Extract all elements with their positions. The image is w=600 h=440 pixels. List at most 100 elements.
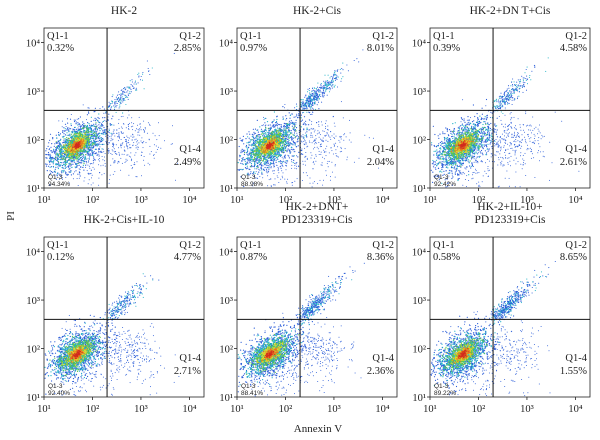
event-point — [109, 103, 112, 105]
event-point — [58, 178, 60, 180]
event-point — [296, 134, 298, 136]
event-point — [331, 81, 333, 83]
event-point — [81, 145, 83, 147]
event-point — [149, 153, 151, 155]
event-point — [56, 142, 58, 144]
event-point — [87, 111, 90, 113]
event-point — [107, 106, 109, 108]
event-point — [60, 156, 62, 158]
event-point — [306, 124, 308, 126]
event-point — [141, 79, 144, 81]
event-point — [82, 142, 84, 144]
event-point — [52, 163, 54, 165]
event-point — [333, 143, 335, 145]
event-point — [305, 164, 306, 166]
event-point — [322, 96, 324, 98]
event-point — [128, 129, 130, 130]
event-point — [310, 106, 312, 108]
event-point — [269, 124, 271, 126]
event-point — [334, 144, 335, 146]
event-point — [306, 106, 308, 108]
event-point — [82, 134, 84, 136]
event-point — [102, 148, 104, 150]
event-point — [136, 128, 137, 130]
event-point — [334, 137, 336, 139]
event-point — [68, 130, 70, 132]
event-point — [65, 155, 68, 157]
event-point — [128, 125, 129, 127]
event-point — [242, 157, 244, 159]
event-point — [319, 86, 321, 89]
event-point — [88, 144, 90, 146]
event-point — [303, 139, 305, 141]
event-point — [309, 114, 311, 115]
event-point — [317, 130, 319, 132]
event-point — [272, 124, 274, 126]
event-point — [96, 153, 98, 155]
event-point — [312, 128, 315, 130]
event-point — [61, 167, 63, 169]
event-point — [340, 101, 342, 103]
event-point — [64, 151, 66, 153]
event-point — [340, 80, 342, 82]
event-point — [318, 125, 320, 127]
event-point — [302, 172, 304, 174]
event-point — [291, 139, 293, 141]
event-point — [120, 116, 122, 118]
event-point — [85, 154, 87, 156]
event-point — [78, 168, 80, 170]
event-point — [326, 145, 328, 147]
event-point — [288, 134, 290, 136]
event-point — [127, 94, 130, 97]
event-point — [98, 158, 100, 159]
event-point — [280, 124, 282, 126]
event-point — [103, 139, 105, 141]
event-point — [143, 140, 145, 142]
event-point — [333, 71, 335, 74]
event-point — [63, 133, 65, 135]
event-point — [77, 124, 79, 126]
event-point — [63, 150, 65, 153]
event-point — [87, 164, 89, 166]
event-point — [244, 158, 246, 161]
event-point — [97, 140, 99, 142]
event-point — [337, 146, 339, 148]
event-point — [266, 170, 268, 172]
event-point — [315, 155, 317, 157]
event-point — [112, 146, 114, 148]
event-point — [353, 59, 355, 62]
event-point — [111, 118, 113, 120]
event-point — [240, 139, 242, 142]
event-point — [117, 140, 119, 142]
event-point — [74, 162, 77, 164]
event-point — [329, 81, 331, 83]
event-point — [67, 156, 69, 159]
event-point — [305, 95, 307, 97]
event-point — [298, 165, 299, 167]
event-point — [144, 127, 146, 129]
event-point — [76, 157, 78, 159]
event-point — [98, 155, 100, 157]
event-point — [81, 153, 83, 156]
event-point — [291, 113, 293, 115]
event-point — [129, 147, 131, 149]
event-point — [312, 95, 314, 97]
event-point — [114, 151, 116, 153]
event-point — [105, 135, 107, 137]
event-point — [265, 171, 267, 173]
event-point — [58, 148, 60, 150]
event-point — [284, 178, 286, 180]
event-point — [114, 103, 116, 105]
event-point — [78, 133, 80, 135]
event-point — [52, 166, 55, 168]
event-point — [125, 145, 127, 147]
event-point — [71, 136, 74, 138]
event-point — [49, 148, 51, 150]
event-point — [291, 164, 293, 166]
event-point — [327, 160, 329, 162]
event-point — [116, 132, 118, 134]
event-point — [90, 172, 92, 174]
event-point — [122, 115, 124, 117]
event-point — [90, 120, 92, 122]
event-point — [67, 150, 69, 152]
